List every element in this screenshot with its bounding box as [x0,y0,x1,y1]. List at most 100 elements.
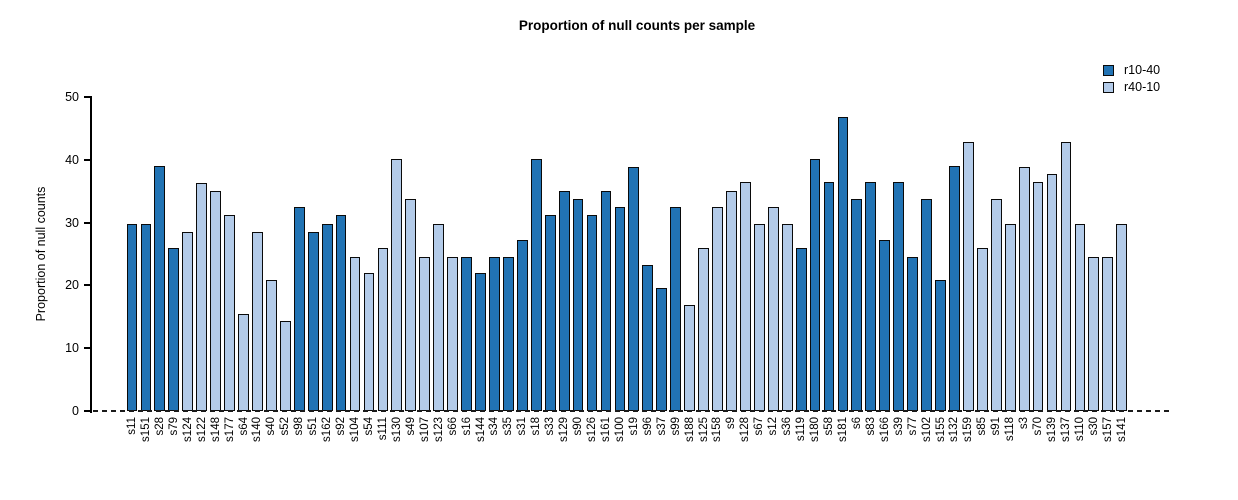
y-axis-tick [84,284,91,287]
bar-s137 [1060,142,1072,411]
bar-s85 [976,247,988,411]
y-tick-label: 0 [72,404,79,418]
y-axis-tick [84,221,91,224]
bar-s118 [1004,223,1016,411]
y-tick-label: 40 [65,152,79,167]
bar-s39 [893,182,905,411]
bar-s125 [698,247,709,411]
bar-s124 [182,232,194,411]
x-label-s36: s36 [781,417,794,436]
bar-s83 [865,182,877,411]
bar-s96 [642,264,654,411]
bar-s28 [154,166,166,411]
bar-s35 [502,257,514,411]
x-label-s77: s77 [906,417,919,436]
x-label-s180: s180 [809,417,822,442]
x-label-s12: s12 [767,417,780,436]
x-label-s137: s137 [1059,417,1072,442]
bar-s79 [168,247,180,411]
chart-title: Proportion of null counts per sample [518,18,756,33]
bar-s119 [795,247,807,411]
x-label-s102: s102 [920,417,933,442]
x-label-s125: s125 [697,417,710,442]
legend-item: r10-40 [1103,64,1160,77]
bar-s188 [684,304,695,411]
bar-s166 [879,239,891,411]
x-label-s141: s141 [1115,417,1128,442]
bar-s141 [1116,223,1128,411]
x-label-s67: s67 [753,417,766,436]
bar-s128 [739,182,751,411]
bar-s155 [935,279,946,411]
x-label-s140: s140 [251,417,264,442]
x-label-s33: s33 [544,417,557,436]
x-label-s123: s123 [432,417,445,442]
bar-s129 [558,191,570,411]
x-label-s91: s91 [990,417,1003,436]
bar-s19 [628,166,640,411]
x-label-s98: s98 [293,417,306,436]
zero-baseline-dashed [93,410,1169,413]
bar-s67 [753,223,765,411]
bar-s92 [335,215,347,411]
x-label-s39: s39 [892,417,905,436]
x-label-s66: s66 [446,417,459,436]
bar-s91 [990,199,1002,411]
bar-s31 [516,239,528,411]
bar-s11 [126,223,138,411]
bar-s151 [140,223,152,411]
bar-s158 [712,206,723,411]
x-label-s157: s157 [1101,417,1114,442]
bar-s37 [656,287,668,411]
x-label-s31: s31 [516,417,529,436]
bar-s139 [1046,174,1058,411]
bar-s159 [963,142,974,411]
x-label-s54: s54 [362,417,375,436]
x-label-s107: s107 [418,417,431,442]
x-label-s37: s37 [655,417,668,436]
x-label-s132: s132 [948,417,961,442]
x-label-s161: s161 [599,417,612,442]
x-label-s118: s118 [1004,417,1017,442]
x-label-s96: s96 [641,417,654,436]
x-label-s122: s122 [195,417,208,442]
bar-s102 [921,199,932,411]
bar-s33 [544,215,556,411]
bar-s180 [809,159,821,411]
bar-s122 [196,183,208,411]
legend-label: r40-10 [1124,80,1161,94]
y-axis-tick [84,410,91,412]
bar-s90 [572,199,584,411]
x-label-s40: s40 [265,417,278,436]
bar-s126 [586,215,598,411]
x-label-s99: s99 [669,417,682,436]
y-axis-line [90,96,92,413]
legend-swatch-r10-40 [1103,65,1114,76]
bar-s30 [1088,257,1100,411]
bar-s161 [600,191,612,411]
bar-s77 [907,257,919,411]
x-label-s129: s129 [558,417,571,442]
x-label-s158: s158 [711,417,724,442]
legend-swatch-r40-10 [1103,82,1114,93]
y-tick-label: 20 [65,278,79,293]
bar-s52 [279,321,291,411]
x-label-s148: s148 [209,417,222,442]
x-label-s6: s6 [850,417,863,430]
x-label-s85: s85 [976,417,989,436]
x-label-s28: s28 [153,417,166,436]
bar-s6 [851,199,863,411]
bar-s130 [391,159,403,411]
bar-s110 [1074,223,1086,411]
x-label-s177: s177 [223,417,236,442]
bar-s140 [252,232,263,411]
x-label-s64: s64 [237,417,250,436]
bar-s58 [823,182,835,411]
bar-s104 [349,257,361,411]
bar-s148 [210,191,222,411]
bar-s157 [1102,257,1114,411]
x-label-s9: s9 [725,417,738,430]
bar-s12 [767,206,779,411]
bar-s162 [321,223,333,411]
